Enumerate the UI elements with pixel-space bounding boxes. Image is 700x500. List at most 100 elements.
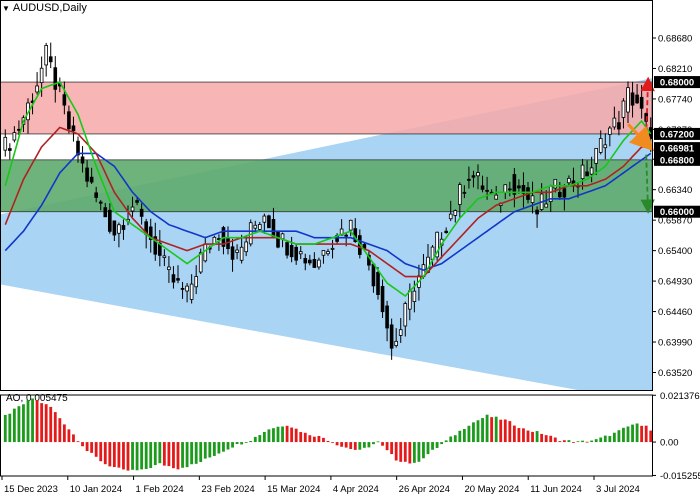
- ao-bar: [117, 442, 121, 468]
- ao-bar: [17, 406, 21, 443]
- ao-bar: [622, 427, 625, 443]
- symbol-title[interactable]: ▼ AUDUSD,Daily: [2, 2, 87, 14]
- bear-candle-body: [89, 176, 94, 183]
- date-tick-label: 1 Feb 2024: [136, 484, 184, 495]
- ao-bar: [499, 419, 503, 443]
- ao-bar: [426, 442, 430, 455]
- bear-candle-body: [139, 208, 144, 217]
- bear-candle-body: [230, 246, 235, 260]
- bear-candle-body: [371, 263, 376, 287]
- candle: [176, 265, 180, 284]
- bear-candle-body: [171, 274, 176, 283]
- ao-bar: [526, 430, 530, 443]
- bear-candle-body: [76, 140, 80, 156]
- bull-candle-body: [326, 251, 330, 255]
- candle: [80, 146, 85, 173]
- ao-bar: [35, 400, 39, 443]
- ao-bar: [249, 440, 253, 443]
- ao-bar: [362, 442, 366, 448]
- triangle-down-icon[interactable]: ▼: [2, 4, 10, 13]
- bull-candle-body: [12, 132, 17, 141]
- price-tick-label: 0.64930: [658, 277, 692, 288]
- ao-bar: [403, 442, 407, 462]
- bull-candle-body: [244, 241, 248, 253]
- candle: [239, 234, 244, 264]
- candle: [467, 166, 471, 189]
- candle: [108, 203, 112, 234]
- date-tick-label: 20 May 2024: [464, 484, 519, 495]
- bear-candle-body: [271, 219, 276, 237]
- bull-candle-body: [435, 231, 439, 258]
- candle: [608, 126, 612, 147]
- ao-bar: [281, 426, 284, 443]
- ao-bar: [644, 425, 648, 443]
- ao-bar: [490, 417, 494, 443]
- ao-bar: [558, 441, 562, 443]
- candle: [630, 81, 635, 118]
- bull-candle-body: [253, 224, 258, 229]
- ao-bar: [326, 440, 330, 443]
- ao-bar: [517, 428, 521, 443]
- bear-candle-body: [85, 167, 89, 182]
- ao-bar: [44, 404, 48, 443]
- ao-bar: [508, 421, 512, 443]
- bull-candle-body: [239, 246, 244, 261]
- bull-candle-body: [258, 224, 262, 230]
- candle: [258, 221, 262, 231]
- bear-candle-body: [303, 258, 308, 264]
- ao-bar: [467, 425, 471, 443]
- bear-candle-body: [153, 236, 158, 255]
- bull-candle-body: [589, 167, 594, 175]
- bear-candle-body: [121, 225, 126, 230]
- candle: [521, 172, 526, 208]
- ao-bar: [640, 425, 644, 443]
- bull-candle-body: [262, 215, 267, 223]
- bull-candle-body: [317, 259, 321, 268]
- ao-bar: [631, 424, 634, 443]
- level-label: 0.68000: [660, 78, 694, 89]
- ao-bar: [172, 442, 175, 469]
- bear-candle-body: [180, 287, 185, 290]
- candle: [385, 300, 389, 342]
- ao-histogram: [3, 398, 653, 471]
- ao-bar: [458, 430, 462, 443]
- ao-bar: [290, 427, 294, 443]
- ao-bar: [226, 442, 230, 450]
- ao-bar: [285, 425, 289, 443]
- ao-bar: [85, 442, 89, 452]
- date-tick-label: 3 Jul 2024: [596, 484, 640, 495]
- candle: [317, 257, 321, 270]
- candle: [285, 241, 289, 259]
- candle: [8, 143, 12, 160]
- ao-bar: [649, 430, 653, 443]
- bear-candle-body: [635, 94, 639, 104]
- ao-bar: [553, 437, 557, 443]
- candle: [67, 105, 71, 134]
- candle: [471, 170, 476, 188]
- ao-bar: [317, 435, 321, 443]
- bull-candle-body: [3, 136, 8, 151]
- ao-bar: [394, 442, 398, 461]
- candle: [71, 116, 76, 142]
- bull-candle-body: [580, 164, 585, 180]
- price-tick-label: 0.68680: [658, 33, 692, 44]
- ao-bar: [481, 418, 484, 443]
- bear-candle-body: [53, 67, 58, 90]
- ao-bar: [440, 442, 444, 445]
- bear-candle-body: [471, 175, 476, 178]
- ao-bar: [190, 442, 194, 465]
- ao-bar: [335, 442, 339, 446]
- bull-candle-body: [130, 206, 135, 212]
- candle: [276, 231, 280, 249]
- candle: [198, 248, 203, 275]
- bull-candle-body: [203, 243, 208, 262]
- candle: [180, 281, 185, 299]
- bull-candle-body: [603, 144, 608, 149]
- candle: [617, 110, 621, 136]
- ao-bar: [185, 442, 189, 468]
- bull-candle-body: [194, 276, 198, 288]
- ao-bar: [522, 428, 525, 443]
- ao-bar: [3, 414, 7, 443]
- bear-candle-body: [639, 96, 644, 109]
